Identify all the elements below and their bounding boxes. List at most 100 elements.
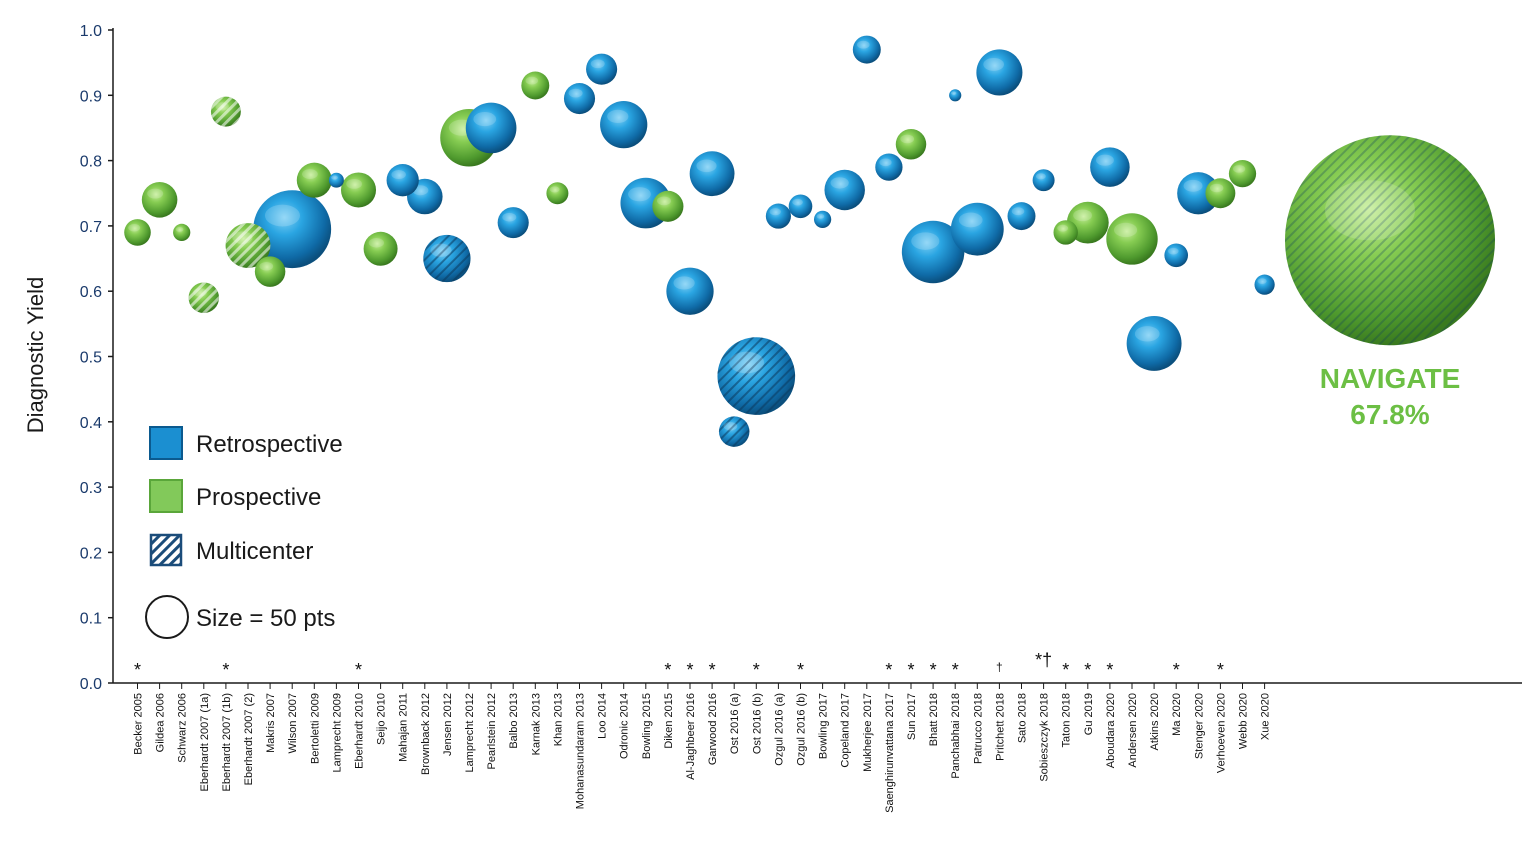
bubble <box>666 268 713 315</box>
bubble <box>498 207 529 238</box>
bubble-circle <box>255 256 286 287</box>
bubble-highlight <box>1012 207 1025 215</box>
bubble-circle <box>1205 178 1235 208</box>
y-axis-label: Diagnostic Yield <box>23 277 48 434</box>
bubble-circle <box>666 268 713 315</box>
category-label: Ost 2016 (a) <box>729 693 741 754</box>
category-label: Bowling 2017 <box>818 693 830 759</box>
bubble-circle <box>124 219 151 246</box>
bubble-highlight <box>959 213 983 228</box>
bubble-circle <box>1090 147 1130 187</box>
bubble-circle <box>766 204 791 229</box>
bubble <box>173 224 190 241</box>
y-tick-label: 0.2 <box>80 545 102 562</box>
category-label: Pearlstein 2012 <box>486 693 498 769</box>
bubble-circle <box>1008 202 1036 230</box>
bubble-circle <box>896 129 927 160</box>
bubble-highlight <box>770 208 781 215</box>
significance-mark: * <box>664 660 671 680</box>
bubble-highlight <box>391 170 406 179</box>
category-label: Atkins 2020 <box>1149 693 1161 750</box>
bubble <box>586 54 617 85</box>
y-tick-label: 0.4 <box>80 415 102 432</box>
legend-item-multicenter: Multicenter <box>151 535 313 565</box>
navigate-group: NAVIGATE 67.8% <box>1285 135 1495 430</box>
bubble-highlight <box>696 160 716 173</box>
category-label: Eberhardt 2007 (1b) <box>221 693 233 791</box>
category-label: Sun 2017 <box>906 693 918 740</box>
bubble-circle <box>142 182 178 218</box>
bubble-highlight <box>1036 173 1046 179</box>
legend-label-size: Size = 50 pts <box>196 605 335 632</box>
legend-swatch-multicenter-hatch <box>151 535 181 565</box>
bubble-highlight <box>147 189 163 199</box>
bubble <box>652 191 683 222</box>
bubble-circle <box>364 232 398 266</box>
bubble-highlight <box>569 89 583 98</box>
category-labels: Becker 2005 Gildea 2006 Schwarz 2006 Eberha… <box>133 683 1272 813</box>
legend: Retrospective Prospective Multicenter Si… <box>146 427 343 638</box>
bubble-highlight <box>1073 209 1092 221</box>
bubble <box>142 182 178 218</box>
significance-mark: * <box>134 660 141 680</box>
bubble <box>341 172 376 207</box>
bubble-highlight <box>879 159 891 167</box>
bubble-hatch <box>717 337 795 415</box>
category-label: Brownback 2012 <box>420 693 432 775</box>
y-tick-label: 0.3 <box>80 480 102 497</box>
bubble <box>546 182 568 204</box>
y-tick-label: 0.7 <box>80 219 102 236</box>
bubble-highlight <box>259 262 273 271</box>
bubble <box>1008 202 1036 230</box>
legend-item-prospective: Prospective <box>150 480 321 512</box>
significance-mark: * <box>1084 660 1091 680</box>
category-label: Mohanasundaram 2013 <box>575 693 587 809</box>
bubble-highlight <box>983 58 1004 71</box>
bubble <box>951 203 1004 256</box>
bubble-circle <box>1106 213 1157 264</box>
category-label: Webb 2020 <box>1238 693 1250 749</box>
bubble-circle <box>387 164 419 196</box>
legend-swatch-retrospective <box>150 427 182 459</box>
category-label: Karnak 2013 <box>530 693 542 755</box>
y-tick-label: 0.8 <box>80 154 102 171</box>
category-label: Taton 2018 <box>1061 693 1073 747</box>
category-label: Eberhardt 2007 (2) <box>243 693 255 785</box>
bubble-highlight <box>607 110 628 123</box>
bubble <box>1205 178 1235 208</box>
bubble-highlight <box>1096 155 1114 166</box>
bubble-highlight <box>1258 278 1267 284</box>
category-label: Garwood 2016 <box>707 693 719 765</box>
category-label: Al-Jaghbeer 2016 <box>685 693 697 780</box>
bubble-circle <box>1127 316 1182 371</box>
bubble-circle <box>814 211 831 228</box>
legend-label-retrospective: Retrospective <box>196 431 343 458</box>
significance-mark: * <box>907 660 914 680</box>
bubble-hatch <box>189 282 220 313</box>
bubble <box>853 36 881 64</box>
bubble-circle <box>1164 243 1188 267</box>
bubble <box>875 153 902 180</box>
bubble-highlight <box>302 169 318 179</box>
bubble <box>1164 243 1188 267</box>
navigate-label: NAVIGATE <box>1320 363 1461 394</box>
bubble-highlight <box>657 197 671 206</box>
category-label: Sato 2018 <box>1017 693 1029 743</box>
bubble <box>387 164 419 196</box>
significance-mark: * <box>222 660 229 680</box>
category-label: Gu 2019 <box>1083 693 1095 735</box>
category-label: Jensen 2012 <box>442 693 454 756</box>
bubble-circle <box>853 36 881 64</box>
category-label: Bertoletti 2009 <box>309 693 321 764</box>
bubble-circle <box>521 72 549 100</box>
bubble <box>297 163 332 198</box>
bubble-highlight <box>1233 165 1245 173</box>
bubble-highlight <box>1168 248 1179 255</box>
y-tick-label: 1.0 <box>80 23 102 40</box>
bubble <box>466 103 517 154</box>
significance-mark: † <box>996 660 1003 674</box>
category-label: Patrucco 2018 <box>972 693 984 764</box>
category-label: Andersen 2020 <box>1127 693 1139 768</box>
legend-item-retrospective: Retrospective <box>150 427 343 459</box>
